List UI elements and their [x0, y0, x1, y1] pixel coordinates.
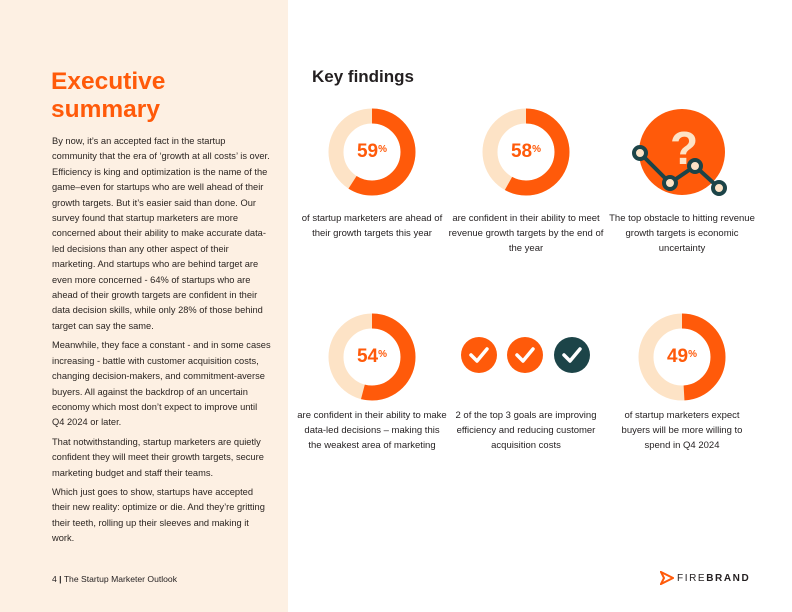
summary-panel: Executive summary By now, it’s an accept…	[0, 0, 288, 612]
donut-59: 59%	[322, 102, 422, 202]
donut-49: 49%	[632, 307, 732, 407]
donut-value-arc	[482, 108, 570, 196]
finding-caption: are confident in their ability to make d…	[297, 410, 447, 451]
finding-caption: of startup marketers are ahead of their …	[301, 213, 443, 239]
percentage-value: 58	[510, 141, 533, 162]
logo-arrow-icon	[660, 571, 674, 585]
check-icon	[461, 337, 497, 373]
firebrand-logo: FIRE BRAND	[660, 571, 750, 585]
finding-caption: The top obstacle to hitting revenue grow…	[609, 213, 755, 254]
paragraph: Meanwhile, they face a constant - and in…	[52, 340, 271, 428]
paragraph: By now, it’s an accepted fact in the sta…	[52, 136, 270, 331]
logo-text-fire: FIRE	[677, 572, 707, 584]
summary-body: By now, it’s an accepted fact in the sta…	[52, 134, 272, 551]
percentage-unit: %	[378, 143, 388, 155]
percentage-value: 54	[356, 346, 379, 367]
percentage-label: 59%	[322, 102, 422, 202]
page-number: 4	[52, 574, 57, 584]
percentage-label: 49%	[632, 307, 732, 407]
logo-text-brand: BRAND	[706, 572, 751, 584]
donut-54: 54%	[322, 307, 422, 407]
donut-58: 58%	[476, 102, 576, 202]
percentage-unit: %	[378, 348, 388, 360]
donut-value-arc	[328, 108, 416, 196]
percentage-value: 59	[356, 141, 379, 162]
question-chart-icon: ?	[632, 102, 732, 202]
page-footer: 4 | The Startup Marketer Outlook	[52, 574, 177, 584]
percentage-unit: %	[688, 348, 698, 360]
check-icon	[507, 337, 543, 373]
page-title: Executive summary	[51, 68, 166, 123]
publication-name: The Startup Marketer Outlook	[63, 574, 178, 584]
check-icon	[554, 337, 590, 373]
percentage-label: 58%	[476, 102, 576, 202]
finding-caption: are confident in their ability to meet r…	[448, 213, 604, 254]
finding-caption: 2 of the top 3 goals are improving effic…	[455, 410, 597, 451]
percentage-label: 54%	[322, 307, 422, 407]
donut-value-arc	[328, 313, 416, 401]
finding-caption: of startup marketers expect buyers will …	[621, 410, 743, 451]
footer-separator: |	[59, 574, 62, 584]
checkmarks-icon	[461, 337, 601, 373]
donut-value-arc	[638, 313, 726, 401]
percentage-value: 49	[666, 346, 689, 367]
key-findings-heading: Key findings	[312, 67, 415, 86]
paragraph: Which just goes to show, startups have a…	[52, 486, 265, 544]
paragraph: That notwithstanding, startup marketers …	[52, 436, 264, 478]
percentage-unit: %	[532, 143, 542, 155]
